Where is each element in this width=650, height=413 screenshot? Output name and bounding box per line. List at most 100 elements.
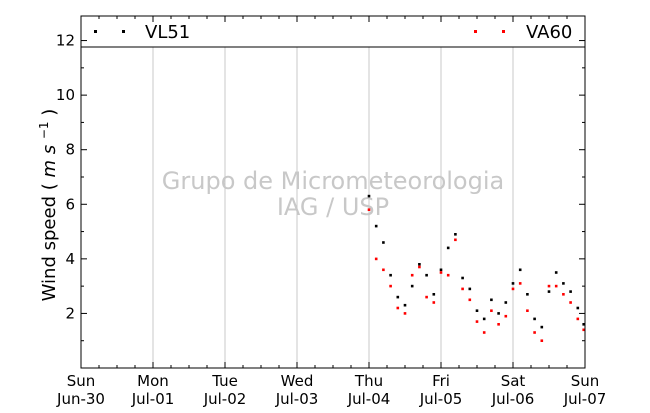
data-point-vl51 [576,306,580,310]
y-axis-label-unit: m s [39,145,60,178]
data-point-vl51 [410,284,414,288]
x-tick-label-date: Jul-02 [203,390,247,408]
data-point-va60 [468,298,472,302]
data-point-va60 [576,317,580,321]
data-point-va60 [497,323,500,326]
data-point-vl51 [389,273,392,277]
data-point-va60 [367,208,371,211]
data-point-va60 [490,309,493,312]
data-point-vl51 [547,290,551,293]
data-point-va60 [482,331,486,334]
data-point-vl51 [540,325,544,329]
legend-marker-vl51-a [94,30,97,33]
data-point-vl51 [518,268,522,272]
x-tick-label-date: Jul-06 [491,390,535,408]
data-point-va60 [389,284,392,288]
data-point-vl51 [490,298,493,302]
data-point-vl51 [432,293,436,296]
data-point-vl51 [367,194,371,198]
y-tick-label: 10 [56,86,75,104]
x-tick-label-date: Jul-03 [275,390,319,408]
x-tick-label-day: Fri [432,372,450,390]
data-point-va60 [403,312,407,315]
data-point-va60 [382,268,385,272]
data-point-va60 [454,238,457,242]
data-point-vl51 [418,263,421,266]
legend-item-va60: VA60 [474,22,572,43]
data-point-vl51 [396,295,400,299]
y-axis-label-open: ( [39,183,60,190]
y-tick-label: 4 [65,250,75,268]
series-va60 [367,208,585,342]
data-point-vl51 [439,268,443,272]
data-point-va60 [540,339,544,342]
y-axis-label-exp: −1 [37,121,51,139]
series-vl51 [367,194,585,329]
x-tick-label-day: Sun [67,372,96,390]
y-axis-label-text: Wind speed [39,196,60,301]
data-point-vl51 [562,282,565,285]
data-point-vl51 [511,282,515,285]
x-tick-label-day: Mon [137,372,169,390]
x-tick-label-date: Jul-05 [419,390,463,408]
y-axis-label: Wind speed ( m s −1 ) [32,109,60,302]
data-point-vl51 [475,309,479,312]
data-point-va60 [526,309,529,312]
data-point-vl51 [554,271,558,274]
data-point-vl51 [446,246,450,250]
data-point-va60 [418,265,421,269]
data-point-vl51 [374,224,378,228]
data-point-vl51 [569,290,572,293]
data-point-va60 [569,301,572,304]
x-tick-label-day: Wed [281,372,314,390]
x-tick-label-date: Jul-04 [347,390,391,408]
x-tick-label-date: Jun-30 [56,390,105,408]
data-point-va60 [410,273,414,277]
data-point-vl51 [582,323,585,326]
data-point-vl51 [526,293,529,296]
y-tick-label: 6 [65,195,75,213]
y-axis-label-close: ) [39,109,60,116]
legend-marker-va60-b [502,30,505,33]
x-tick-label-date: Jul-01 [131,390,175,408]
legend: VL51 VA60 [94,22,572,43]
data-point-va60 [425,295,428,299]
data-point-vl51 [504,301,508,304]
legend-marker-va60-a [474,30,477,33]
watermark-line-1: Grupo de Micrometeorologia [162,167,504,195]
data-point-va60 [511,287,515,291]
y-tick-label: 8 [65,141,75,159]
legend-label-va60: VA60 [526,22,572,43]
data-point-va60 [547,284,551,288]
data-point-va60 [461,287,464,291]
data-point-va60 [475,320,479,323]
y-tick-label: 2 [65,304,75,322]
data-point-vl51 [533,317,536,321]
data-point-vl51 [454,233,457,236]
data-point-va60 [533,331,536,334]
x-tick-label-day: Sat [501,372,526,390]
data-point-va60 [504,314,508,318]
axis-ticks: SunJun-30MonJul-01TueJul-02WedJul-03ThuJ… [56,16,606,408]
grid-lines [152,47,514,368]
watermark: Grupo de Micrometeorologia IAG / USP [162,167,504,221]
x-tick-label-day: Thu [354,372,383,390]
data-point-vl51 [482,317,486,321]
data-point-va60 [582,328,585,332]
data-point-va60 [446,273,450,277]
data-points [367,194,585,342]
x-tick-label-date: Jul-07 [563,390,607,408]
legend-label-vl51: VL51 [145,22,190,43]
data-point-vl51 [497,312,500,315]
x-tick-label-day: Sun [571,372,600,390]
y-tick-label: 12 [56,32,75,50]
legend-marker-vl51-b [122,30,125,33]
watermark-line-2: IAG / USP [277,193,389,221]
data-point-vl51 [468,287,472,291]
data-point-va60 [518,282,522,285]
data-point-vl51 [425,273,428,277]
data-point-va60 [439,271,443,274]
legend-item-vl51: VL51 [94,22,190,43]
